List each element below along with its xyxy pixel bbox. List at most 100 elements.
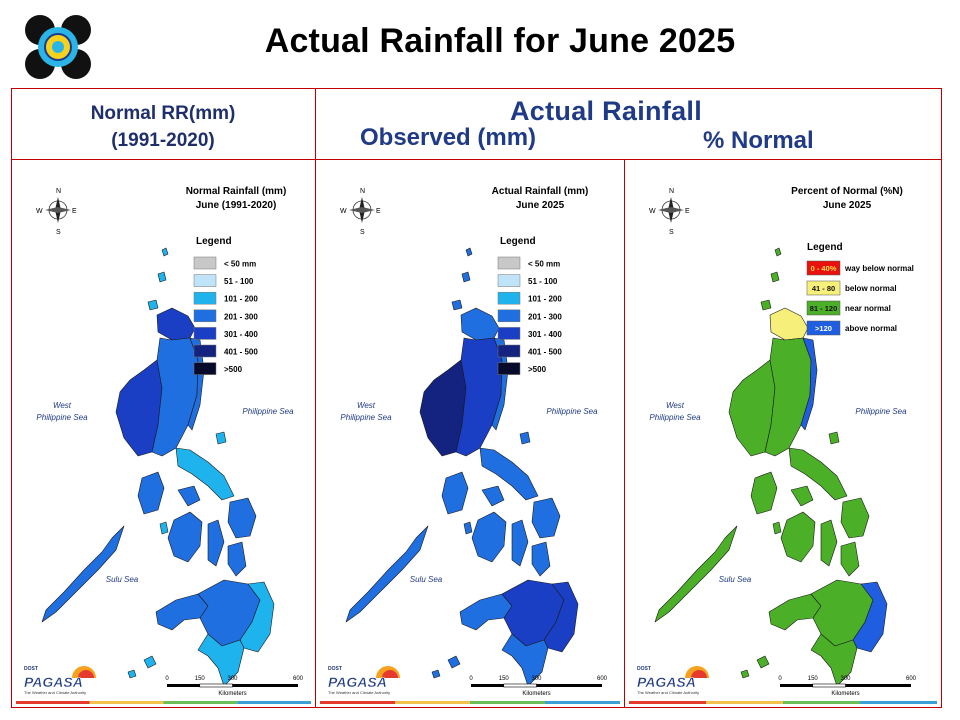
- legend-swatch: [193, 256, 217, 270]
- header-normal-line2: (1991-2020): [111, 130, 215, 151]
- region-islets: [127, 669, 137, 679]
- brand-tagline: The Weather and Climate Authority: [24, 690, 86, 695]
- region-mindanao_west: [768, 593, 822, 631]
- scale-tick-label: 0: [469, 676, 473, 682]
- region-bicol: [788, 447, 848, 501]
- region-palawan: [654, 525, 738, 623]
- scale-seg: [503, 683, 537, 688]
- compass-s-label: S: [56, 229, 61, 236]
- region-mindanao_east: [852, 581, 888, 653]
- region-visayas: [780, 511, 816, 563]
- header-observed: Observed (mm): [360, 124, 537, 151]
- footer-color-bar: [320, 701, 395, 704]
- scale-tick-label: 300: [531, 676, 542, 682]
- region-mindoro: [750, 471, 778, 515]
- scale-tick-label: 150: [499, 676, 510, 682]
- legend-label: 201 - 300: [224, 312, 258, 321]
- region-islets: [143, 655, 157, 669]
- map-archipelago: [345, 247, 579, 687]
- legend-label: 101 - 200: [224, 295, 258, 304]
- legend-swatch-label: 0 - 40%: [811, 264, 837, 273]
- footer-color-bar: [16, 701, 90, 704]
- compass-icon: [45, 197, 71, 223]
- footer-color-bar: [237, 701, 311, 704]
- region-mindanao_west: [459, 593, 513, 631]
- scale-seg: [232, 684, 298, 687]
- brand-arc: [78, 670, 94, 678]
- brand-arc: [382, 670, 398, 678]
- legend-label: 301 - 400: [528, 330, 562, 339]
- scale-seg: [845, 684, 911, 687]
- legend-label: 401 - 500: [224, 348, 258, 357]
- legend-label: way below normal: [844, 264, 914, 273]
- region-north: [460, 307, 500, 341]
- header-actual: Actual Rainfall: [510, 96, 703, 126]
- region-visayas: [511, 519, 529, 567]
- footer-color-bar: [545, 701, 620, 704]
- content-frame: [11, 88, 942, 708]
- sea-label-sulu: Sulu Sea: [410, 575, 443, 584]
- legend-title: Legend: [500, 236, 536, 247]
- compass-s-label: S: [360, 229, 365, 236]
- region-islets: [463, 521, 473, 535]
- legend-swatch-label: 81 - 120: [810, 304, 838, 313]
- map-svg-actual: N S E W Actual Rainfall (mm) June 2025 Legend <…: [320, 186, 620, 704]
- region-samar: [227, 497, 257, 539]
- legend-label: near normal: [845, 304, 891, 313]
- region-visayas: [820, 519, 838, 567]
- region-visayas: [840, 541, 860, 577]
- region-mindoro: [441, 471, 469, 515]
- region-islets: [770, 271, 780, 283]
- brand-tagline: The Weather and Climate Authority: [637, 690, 699, 695]
- region-mindanao_south: [197, 633, 245, 687]
- scale-unit-label: Kilometers: [831, 691, 859, 697]
- legend-label: 51 - 100: [528, 277, 558, 286]
- region-islets: [157, 271, 167, 283]
- sea-label-east: Philippine Sea: [546, 407, 598, 416]
- scale-tick-label: 600: [906, 676, 917, 682]
- map-title-line1: Percent of Normal (%N): [791, 186, 903, 197]
- region-islets: [828, 431, 840, 445]
- region-islets: [772, 521, 782, 535]
- region-north: [156, 307, 196, 341]
- region-islets: [159, 521, 169, 535]
- region-islets: [461, 271, 471, 283]
- pagasa-logo-icon: [22, 14, 94, 80]
- scale-tick-label: 600: [293, 676, 304, 682]
- scale-tick-label: 0: [165, 676, 169, 682]
- legend-swatch: [497, 274, 521, 287]
- region-visayas: [531, 541, 551, 577]
- legend-swatch: [497, 327, 521, 340]
- scale-seg: [471, 684, 504, 687]
- region-visayas: [207, 519, 225, 567]
- region-mindanao_south: [810, 633, 858, 687]
- scale-seg: [812, 683, 846, 688]
- compass-w-label: W: [340, 208, 347, 215]
- map-panel-percent: N S E W Percent of Normal (%N) June 2025 Legen…: [625, 160, 941, 707]
- legend-swatch: [193, 344, 217, 358]
- header-normal: Normal RR(mm) (1991-2020): [12, 100, 314, 154]
- compass-w-label: W: [649, 208, 656, 215]
- region-palawan: [345, 525, 429, 623]
- map-title-line1: Actual Rainfall (mm): [492, 186, 589, 197]
- region-visayas: [177, 485, 201, 507]
- legend-swatch: [497, 344, 521, 358]
- legend-swatch-label: 41 - 80: [812, 284, 835, 293]
- compass-s-label: S: [669, 229, 674, 236]
- region-visayas: [790, 485, 814, 507]
- scale-seg: [167, 684, 200, 687]
- sea-label-sulu: Sulu Sea: [106, 575, 139, 584]
- footer-color-bar: [860, 701, 937, 704]
- region-islets: [740, 669, 750, 679]
- region-islets: [447, 655, 461, 669]
- region-visayas: [167, 511, 203, 563]
- brand-pagasa: PAGASA: [637, 674, 696, 690]
- scale-tick-label: 300: [227, 676, 238, 682]
- legend-swatch: [193, 291, 217, 305]
- region-islets: [760, 299, 772, 311]
- pagasa-brand-icon: [72, 666, 96, 678]
- region-islets: [147, 299, 159, 311]
- compass-n-label: N: [360, 188, 365, 195]
- divider-h: [11, 159, 942, 160]
- legend-swatch: [806, 300, 841, 316]
